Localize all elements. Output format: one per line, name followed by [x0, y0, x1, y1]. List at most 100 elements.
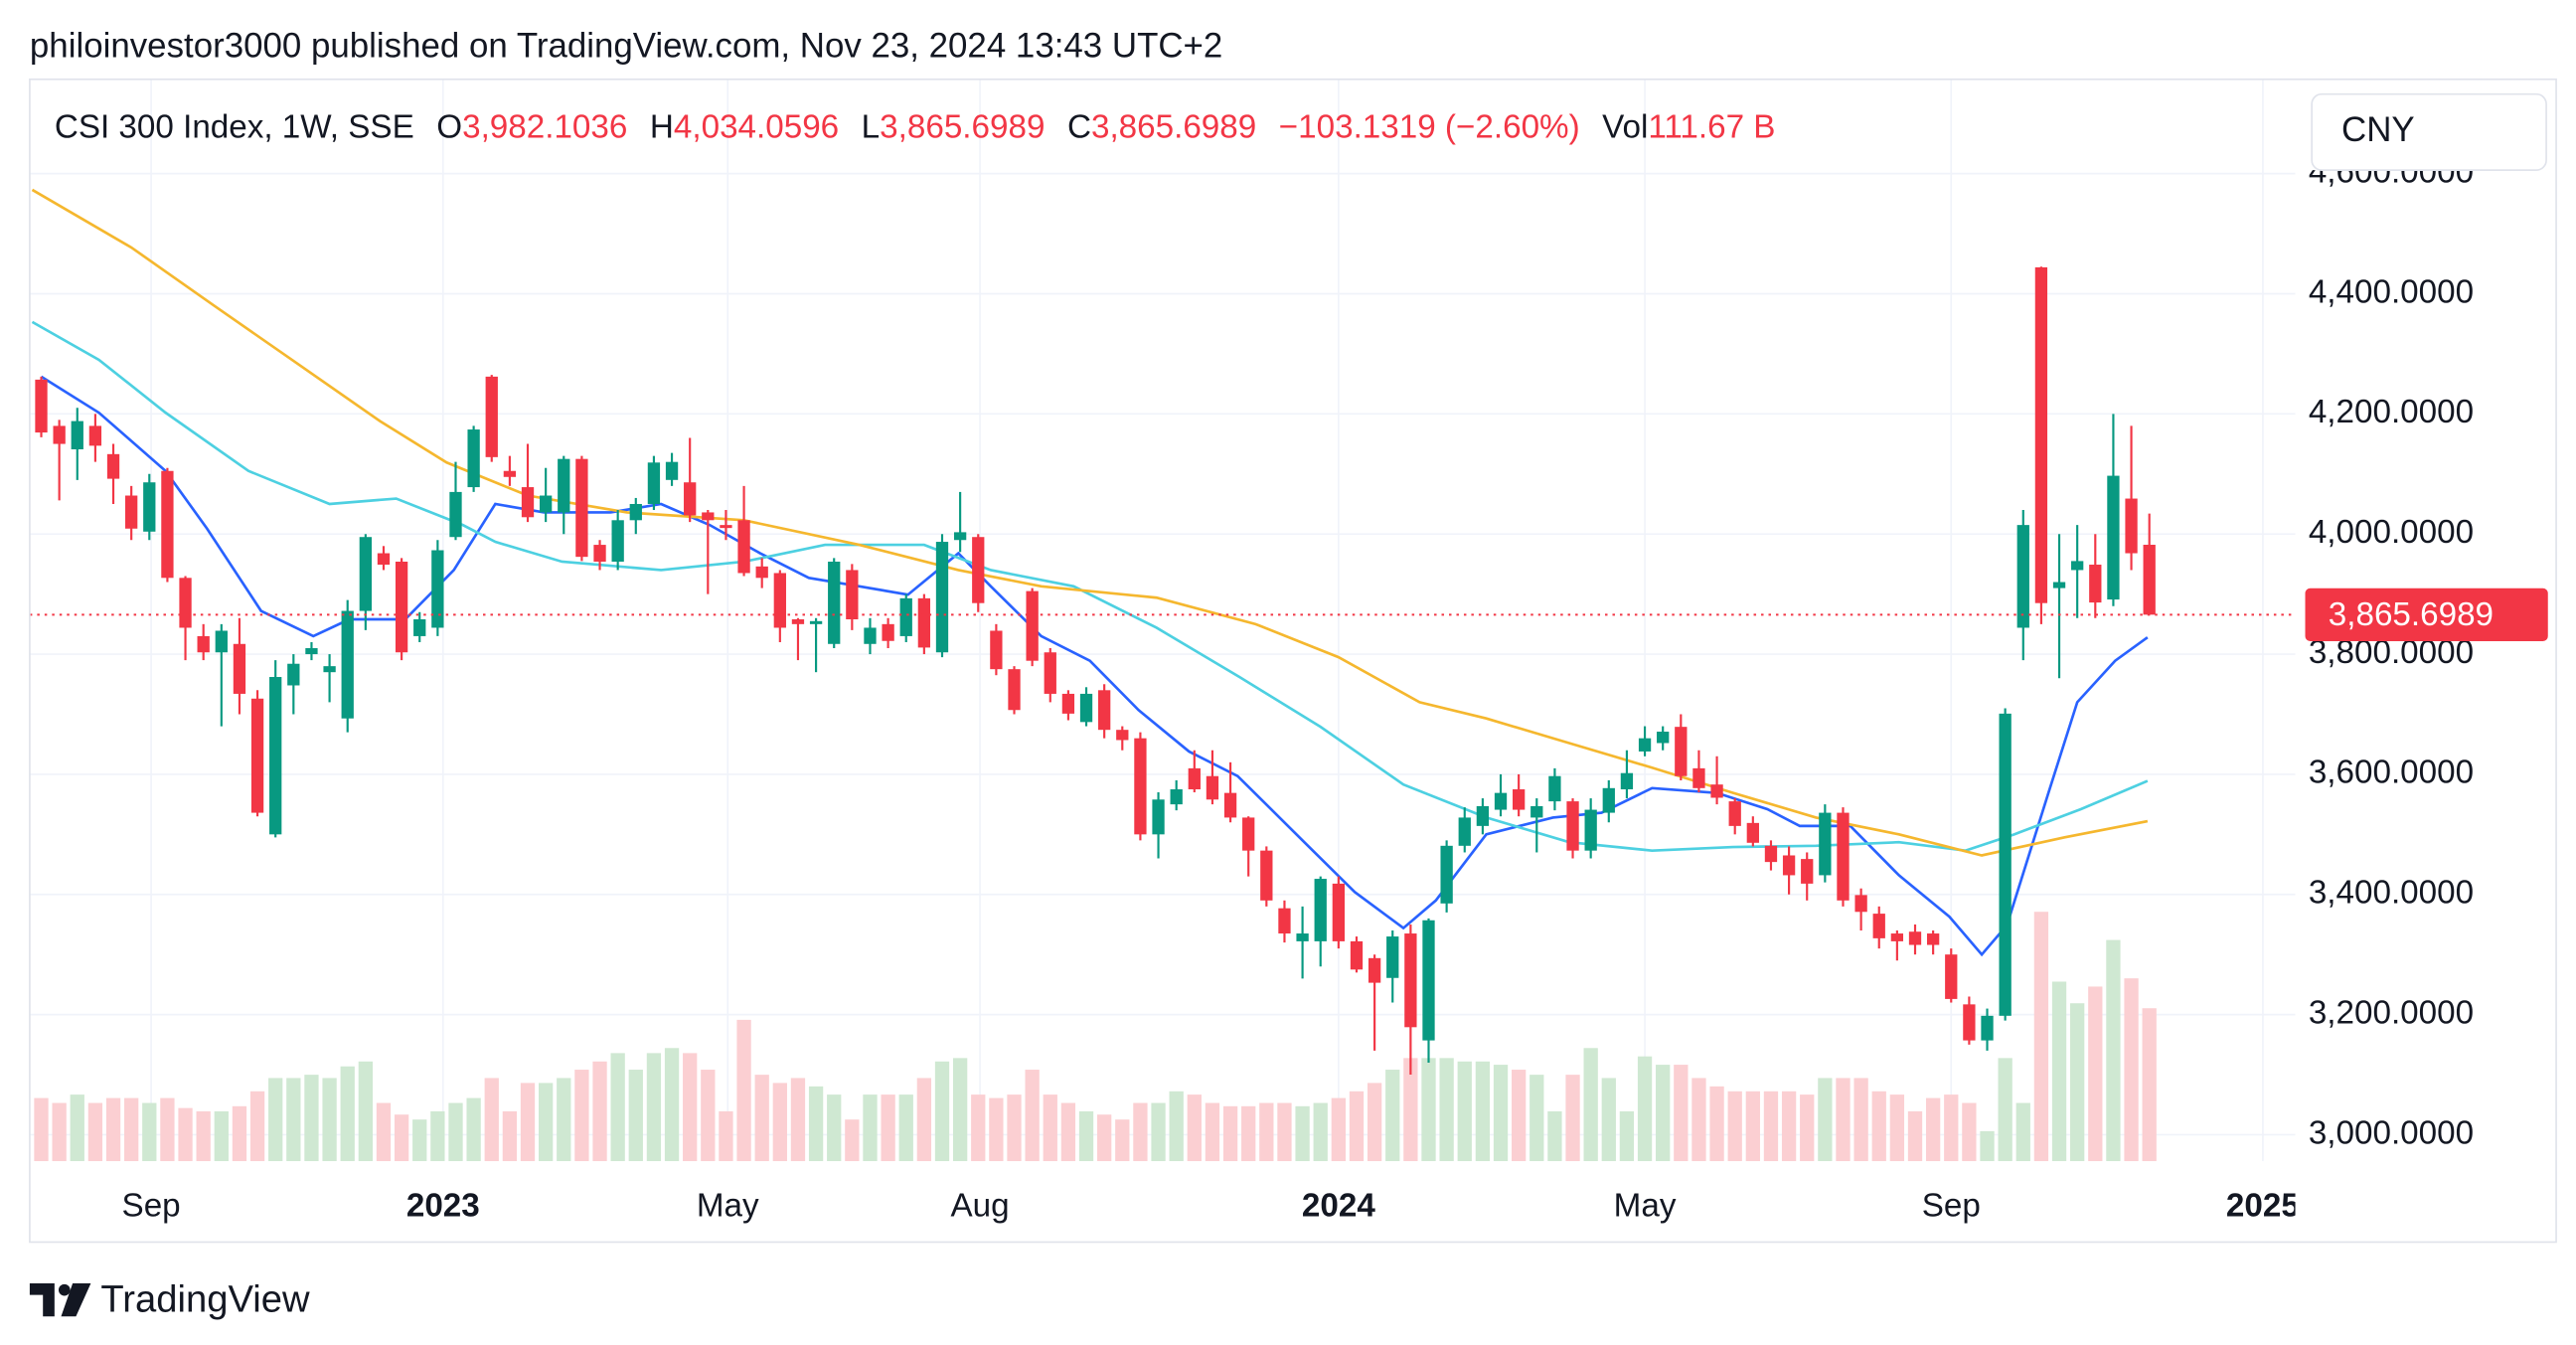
volume-bar [268, 1078, 283, 1162]
candle-body [1638, 738, 1652, 752]
candle-body [1026, 590, 1039, 661]
candle-body [593, 545, 606, 562]
candle-body [1981, 1015, 1994, 1041]
candle-body [1206, 775, 1219, 800]
brand-logo [29, 1283, 91, 1317]
volume-bar [1241, 1105, 1256, 1162]
candle-body [125, 495, 138, 529]
moving-average-line [31, 188, 2149, 857]
candle-body [1890, 933, 1904, 941]
volume-bar [87, 1102, 103, 1162]
close-key: C [1067, 108, 1091, 145]
candle-body [1926, 933, 1940, 945]
candle-body [1908, 931, 1922, 945]
candle-body [1278, 908, 1291, 934]
volume-bar [664, 1048, 680, 1162]
volume-bar [1871, 1091, 1886, 1162]
candle-body [1566, 801, 1579, 851]
candle-body [1422, 920, 1435, 1041]
candle-body [88, 425, 102, 446]
candle-body [846, 570, 859, 620]
candle-body [341, 610, 354, 719]
volume-bar [1115, 1119, 1130, 1162]
candle-body [1728, 801, 1741, 826]
candle-body [720, 525, 732, 529]
volume-bar [1259, 1102, 1274, 1162]
candle-body [2125, 498, 2138, 554]
volume-bar [1205, 1102, 1220, 1162]
high-value: 4,034.0596 [674, 108, 839, 145]
candle-body [1260, 850, 1273, 901]
volume-bar [2051, 981, 2067, 1162]
candle-body [1675, 727, 1688, 776]
candle-body [755, 566, 768, 579]
candle-body [917, 597, 931, 648]
candle-body [2052, 582, 2066, 588]
volume-key: Vol [1602, 108, 1648, 145]
candle-body [1476, 805, 1490, 826]
candle-body [899, 597, 912, 636]
logo-dot [58, 1283, 71, 1296]
volume-bar [628, 1070, 643, 1162]
volume-bar [1295, 1105, 1310, 1162]
candle-body [1440, 845, 1453, 904]
volume-bar [1331, 1097, 1346, 1162]
candle-body [1008, 669, 1021, 711]
volume-value: 111.67 B [1648, 108, 1775, 145]
volume-bar [898, 1094, 913, 1162]
volume-bar [1583, 1048, 1598, 1162]
volume-bar [520, 1083, 536, 1162]
candle-body [1945, 954, 1958, 999]
candle-body [1657, 732, 1670, 744]
candle-body [269, 677, 282, 835]
volume-bar [1078, 1110, 1094, 1162]
volume-bar [2124, 978, 2139, 1162]
currency-button[interactable] [2311, 92, 2547, 171]
volume-bar [1565, 1075, 1580, 1162]
candle-body [1837, 812, 1850, 901]
x-tick-label: May [697, 1187, 759, 1224]
candle-body [611, 520, 624, 562]
candle-body [953, 532, 967, 541]
candle-body [1530, 805, 1543, 818]
candle-body [1116, 730, 1129, 741]
candle-body [215, 630, 228, 653]
candle-body [972, 537, 985, 603]
volume-bar [1025, 1070, 1040, 1162]
volume-bar [2088, 986, 2103, 1162]
candle-body [882, 623, 894, 641]
candle-body [1386, 936, 1399, 978]
volume-bar [1313, 1102, 1328, 1162]
candle-body [431, 550, 444, 628]
candle-body [1458, 817, 1471, 846]
volume-bar [249, 1091, 265, 1162]
volume-bar [989, 1097, 1004, 1162]
chart-frame [29, 78, 2557, 1244]
volume-bar [286, 1078, 301, 1162]
candle-body [773, 573, 786, 628]
low-value: 3,865.6989 [880, 108, 1045, 145]
volume-bar [1385, 1070, 1400, 1162]
y-tick-label: 3,600.0000 [2309, 755, 2474, 791]
candle-body [629, 503, 642, 521]
y-tick-label: 4,000.0000 [2309, 514, 2474, 551]
x-tick-label: 2024 [1302, 1187, 1375, 1224]
y-tick-label: 4,200.0000 [2309, 394, 2474, 430]
last-price-label: 3,865.6989 [2329, 596, 2494, 633]
volume-bar [1151, 1102, 1166, 1162]
candle-body [864, 627, 877, 644]
candle-body [287, 663, 300, 686]
volume-bar [557, 1078, 571, 1162]
volume-bar [1781, 1091, 1797, 1162]
change-value: −103.1319 (−2.60%) [1279, 108, 1580, 145]
volume-bar [808, 1086, 824, 1162]
volume-bar [1512, 1070, 1527, 1162]
candle-body [503, 470, 517, 477]
candle-body [35, 379, 48, 433]
symbol-legend: CSI 300 Index, 1W, SSE O3,982.1036 H4,03… [55, 108, 1776, 145]
volume-bar [916, 1078, 932, 1162]
volume-bar [1457, 1061, 1472, 1162]
volume-bar [1421, 1058, 1436, 1162]
candle-body [521, 487, 535, 518]
